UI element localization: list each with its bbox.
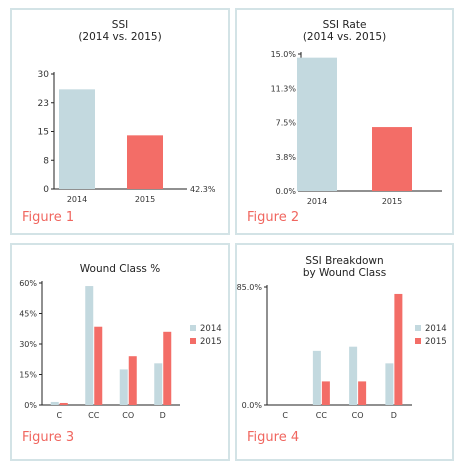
bar-2015 xyxy=(127,135,163,189)
bar-D-2014 xyxy=(385,363,394,405)
x-tick-label: CC xyxy=(88,411,100,420)
legend-swatch-2015 xyxy=(415,338,421,344)
figure-2-panel: SSI Rate (2014 vs. 2015) 15.0% 11.3% 7.5% 3… xyxy=(235,8,454,235)
bar-2014 xyxy=(297,57,337,191)
y-tick-label: 15 xyxy=(38,128,49,138)
y-tick-label: 85.0% xyxy=(237,283,262,292)
x-tick-label: CC xyxy=(316,411,328,420)
bar-CC-2014 xyxy=(85,286,94,405)
x-tick-label: D xyxy=(391,411,397,420)
chart-title: Wound Class % xyxy=(12,263,228,275)
x-tick-label: C xyxy=(282,411,288,420)
x-tick-label: 2014 xyxy=(67,195,87,204)
bar-CC-2015 xyxy=(94,326,103,405)
bar-D-2015 xyxy=(163,331,172,405)
bar-CC-2015 xyxy=(321,381,330,405)
y-tick-label: 23 xyxy=(38,99,49,109)
y-tick-label: 0% xyxy=(24,401,37,410)
y-tick-label: 0.0% xyxy=(276,187,297,196)
chart-subtitle: by Wound Class xyxy=(302,267,387,279)
y-tick-label: 0 xyxy=(43,185,49,195)
bar-2014 xyxy=(59,89,95,189)
change-annotation: 42.3% xyxy=(190,185,216,194)
chart-title-line1: SSI xyxy=(111,19,129,31)
ssi-bar-chart: 30 23 15 8 0 2014 2015 42.3% xyxy=(38,70,216,204)
y-tick-label: 0.0% xyxy=(242,401,263,410)
chart-subtitle: (2014 vs. 2015) xyxy=(78,31,162,43)
bar-C-2015 xyxy=(59,402,68,405)
x-tick-label: 2014 xyxy=(307,197,327,206)
legend-label: 2014 xyxy=(425,324,447,334)
legend-swatch-2014 xyxy=(190,325,196,331)
y-tick-label: 15.0% xyxy=(271,50,297,59)
bar-D-2015 xyxy=(394,293,403,405)
figure-1-panel: SSI (2014 vs. 2015) 30 23 15 8 0 2014 2015 42.3… xyxy=(10,8,230,235)
legend-label: 2015 xyxy=(200,337,222,347)
bar-2015 xyxy=(372,127,412,191)
y-tick-label: 11.3% xyxy=(271,84,297,93)
x-tick-label: 2015 xyxy=(382,197,402,206)
chart-title: SSI (2014 vs. 2015) xyxy=(12,19,228,43)
figure-label: Figure 4 xyxy=(247,430,300,445)
ssi-rate-bar-chart: 15.0% 11.3% 7.5% 3.8% 0.0% 2014 2015 xyxy=(271,50,442,206)
legend-label: 2015 xyxy=(425,337,447,347)
chart-title: SSI Rate (2014 vs. 2015) xyxy=(237,19,452,43)
bar-D-2014 xyxy=(154,363,163,405)
x-tick-label: CO xyxy=(352,411,364,420)
y-tick-label: 15% xyxy=(19,371,37,380)
figure-label: Figure 3 xyxy=(22,430,75,445)
y-tick-label: 7.5% xyxy=(276,119,297,128)
y-tick-label: 3.8% xyxy=(276,153,297,162)
legend-swatch-2015 xyxy=(190,338,196,344)
y-tick-label: 8 xyxy=(43,156,49,166)
y-tick-label: 45% xyxy=(19,310,37,319)
figure-3-panel: Wound Class % 60% 45% 30% 15% 0% C CC CO D 2014 20… xyxy=(10,243,230,461)
figure-label: Figure 1 xyxy=(22,210,75,225)
legend-swatch-2014 xyxy=(415,325,421,331)
bar-CO-2015 xyxy=(358,381,367,405)
chart-title: SSI Breakdown by Wound Class xyxy=(237,255,452,279)
x-tick-label: D xyxy=(160,411,166,420)
bar-CO-2015 xyxy=(128,356,137,405)
bar-CC-2014 xyxy=(312,350,321,405)
x-tick-label: C xyxy=(56,411,62,420)
figure-4-panel: SSI Breakdown by Wound Class 85.0% 0.0% C C… xyxy=(235,243,454,461)
chart-subtitle: (2014 vs. 2015) xyxy=(302,31,387,43)
chart-title-line1: Wound Class % xyxy=(79,263,161,275)
legend-label: 2014 xyxy=(200,324,222,334)
chart-title-line1: SSI Rate xyxy=(322,19,367,31)
chart-title-line1: SSI Breakdown xyxy=(305,255,384,267)
bar-C-2014 xyxy=(50,401,59,405)
y-tick-label: 30 xyxy=(38,70,50,80)
x-tick-label: 2015 xyxy=(135,195,155,204)
figure-label: Figure 2 xyxy=(247,210,300,225)
bar-CO-2014 xyxy=(119,369,128,405)
y-tick-label: 30% xyxy=(19,340,37,349)
y-tick-label: 60% xyxy=(19,279,37,288)
x-tick-label: CO xyxy=(122,411,134,420)
bar-CO-2014 xyxy=(349,346,358,405)
